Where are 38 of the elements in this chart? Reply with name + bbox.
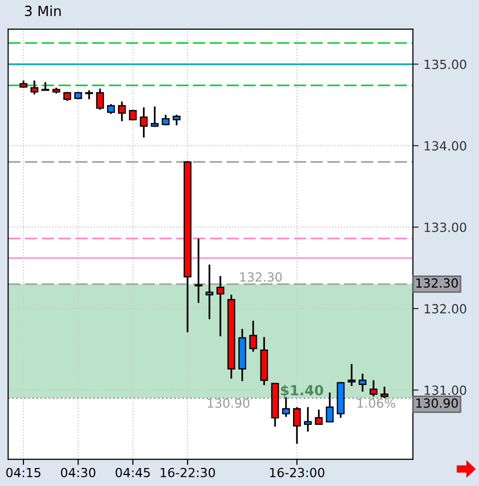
candlestick: [358, 372, 366, 392]
candlestick: [314, 408, 323, 426]
candlestick: [249, 320, 258, 353]
y-tick-label: 134.00: [424, 141, 466, 151]
candlestick: [304, 406, 312, 432]
ref-line-label: 132.30: [416, 278, 458, 288]
candlestick: [96, 88, 104, 111]
y-tick-label: 131.00: [424, 386, 466, 395]
candlestick: [282, 396, 290, 418]
candlestick: [206, 264, 214, 320]
annotation: 130.90: [208, 398, 250, 408]
candlestick: [370, 379, 378, 398]
x-tick-label: 04:45: [116, 468, 150, 478]
candlestick: [326, 392, 334, 423]
y-tick-label: 133.00: [424, 222, 466, 232]
candlestick: [194, 238, 202, 304]
candlestick: [348, 363, 356, 387]
candlestick: [107, 103, 115, 115]
x-tick-label: 04:30: [60, 468, 96, 478]
chart-title: 3 Min: [25, 5, 61, 16]
candlestick: [162, 114, 170, 126]
x-tick-label: 16-22:30: [160, 468, 215, 478]
ref-line-label: 130.90: [416, 398, 458, 408]
y-tick-label: 132.00: [424, 304, 466, 314]
candlestick: [216, 275, 224, 338]
x-tick-label: 04:15: [6, 468, 40, 478]
annotation: 1.06%: [358, 398, 396, 408]
candlestick: [150, 106, 159, 128]
candlestick: [172, 114, 181, 126]
x-tick-label: 16-23:00: [270, 468, 324, 478]
candlestick: [380, 386, 388, 400]
band-label: $1.40: [281, 384, 324, 398]
candlestick: [118, 100, 126, 122]
candlestick: [293, 406, 301, 445]
candlestick: [30, 80, 38, 96]
annotation: 132.30: [240, 272, 282, 282]
y-tick-label: 135.00: [424, 60, 466, 70]
candlestick: [140, 106, 148, 138]
